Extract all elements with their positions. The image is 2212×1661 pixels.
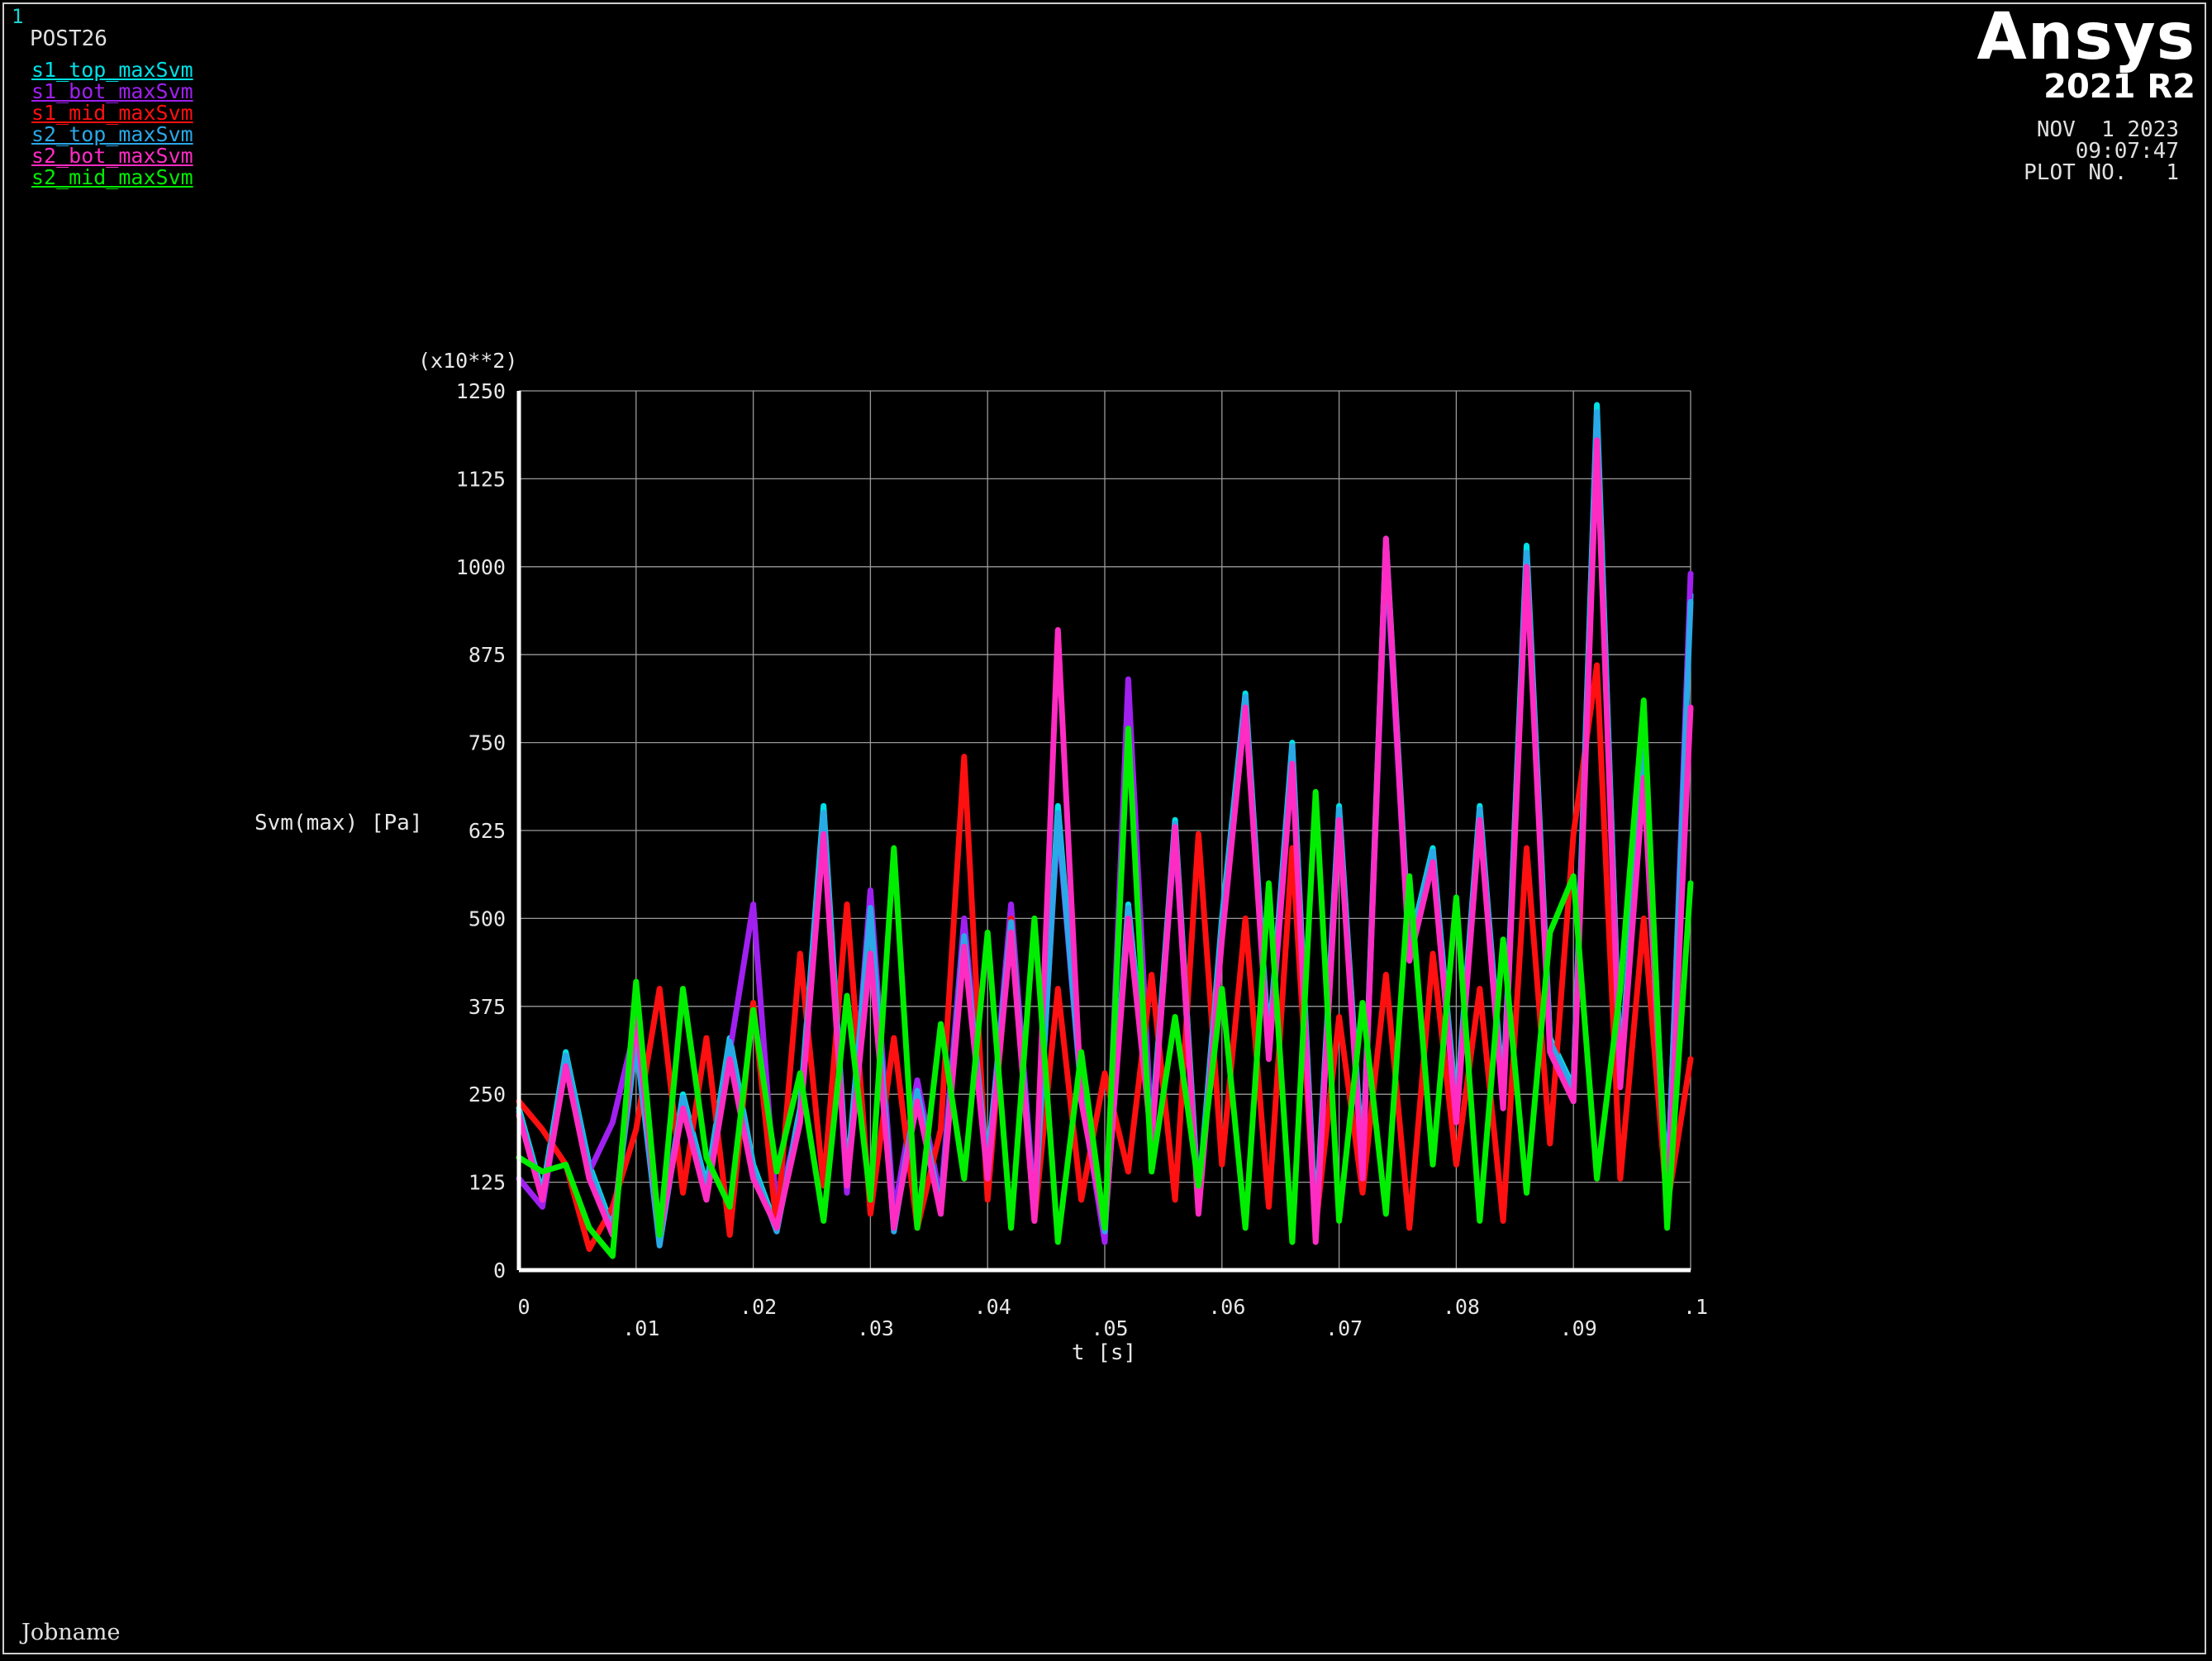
module-title: POST26 <box>30 26 107 51</box>
x-tick-label: .03 <box>857 1316 894 1340</box>
series-lines <box>516 402 1694 1259</box>
y-tick-label: 250 <box>469 1083 506 1107</box>
plot-number: PLOT NO. 1 <box>2024 160 2179 185</box>
x-tick-label: .05 <box>1091 1316 1128 1340</box>
y-tick-label: 750 <box>469 731 506 755</box>
legend-entry-s2-mid: s2_mid_maxSvm <box>31 165 193 189</box>
y-axis-label: Svm(max) [Pa] <box>254 811 423 835</box>
y-tick-label: 1250 <box>456 379 506 403</box>
tick-labels: 0 125 250 375 500 625 750 875 1000 1125 1250 0 .01 .0… <box>456 379 1708 1340</box>
y-tick-label: 875 <box>469 643 506 667</box>
series-line-s1_mid_maxSvm <box>516 662 1694 1252</box>
y-tick-label: 1125 <box>456 467 506 491</box>
x-tick-label: .08 <box>1443 1295 1480 1319</box>
window-number: 1 <box>12 5 24 28</box>
plot-date: NOV 1 2023 <box>2036 117 2179 142</box>
legend-entry-s1-mid: s1_mid_maxSvm <box>31 101 193 125</box>
x-tick-label: 0 <box>517 1295 530 1319</box>
legend-entry-s1-top: s1_top_maxSvm <box>31 58 193 82</box>
y-tick-label: 1000 <box>456 555 506 579</box>
y-tick-label: 375 <box>469 995 506 1019</box>
jobname-label: Jobname <box>21 1620 121 1645</box>
y-tick-label: 125 <box>469 1171 506 1195</box>
x-tick-label: .07 <box>1325 1316 1363 1340</box>
y-tick-label: 625 <box>469 819 506 843</box>
axes <box>516 391 1691 1273</box>
legend-entry-s2-top: s2_top_maxSvm <box>31 122 193 146</box>
y-axis-multiplier: (x10**2) <box>418 349 517 373</box>
x-tick-label: .02 <box>740 1295 777 1319</box>
legend-entry-s1-bot: s1_bot_maxSvm <box>31 79 193 103</box>
x-tick-label: .1 <box>1683 1295 1708 1319</box>
plot-time: 09:07:47 <box>2075 139 2179 164</box>
legend-entry-s2-bot: s2_bot_maxSvm <box>31 144 193 168</box>
legend: s1_top_maxSvm s1_bot_maxSvm s1_mid_maxSv… <box>31 59 193 188</box>
version-label: 2021 R2 <box>2043 68 2195 106</box>
x-tick-label: .04 <box>974 1295 1011 1319</box>
x-tick-label: .06 <box>1208 1295 1245 1319</box>
y-tick-label: 500 <box>469 907 506 930</box>
x-tick-label: .09 <box>1560 1316 1597 1340</box>
y-tick-label: 0 <box>493 1259 506 1283</box>
series-line-s2_mid_maxSvm <box>516 697 1694 1259</box>
ansys-logo: Ansys <box>1977 0 2195 74</box>
x-tick-label: .01 <box>622 1316 659 1340</box>
x-axis-label: t [s] <box>1072 1340 1136 1365</box>
